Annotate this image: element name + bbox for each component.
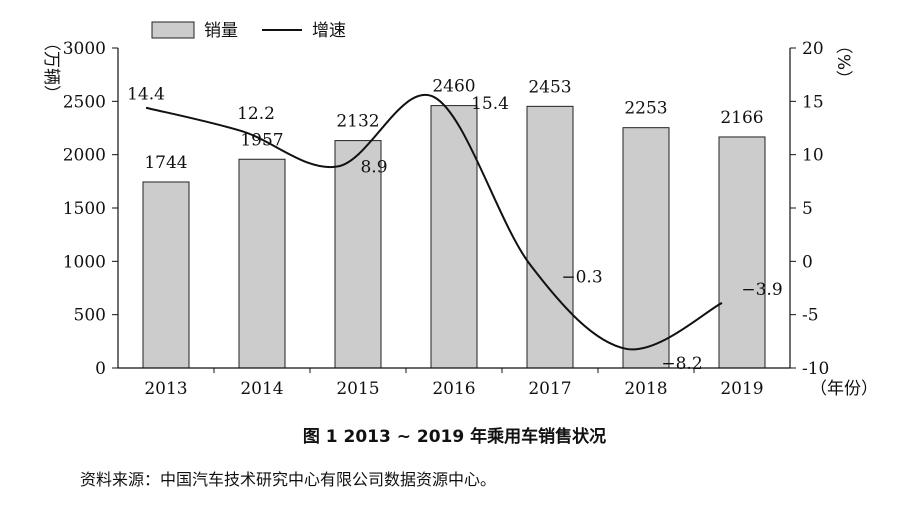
left-tick-label: 2500 (63, 92, 106, 112)
bar-value-label: 2132 (336, 112, 379, 132)
growth-rate-line (145, 93, 723, 351)
bar-2015 (334, 140, 382, 369)
left-tick-label: 1500 (63, 199, 106, 219)
x-tick-label: 2018 (624, 379, 667, 399)
bar-value-label: 2166 (720, 108, 763, 128)
bar-value-label: 2460 (432, 77, 475, 97)
bar-2019 (718, 136, 766, 369)
bar-2014 (238, 158, 286, 369)
left-tick-label: 1000 (63, 252, 106, 272)
bar-value-label: 1957 (240, 130, 283, 150)
data-source-note: 资料来源：中国汽车技术研究中心有限公司数据资源中心。 (80, 470, 497, 489)
line-value-label: 12.2 (237, 104, 275, 124)
legend-line-label: 增速 (312, 21, 346, 41)
line-value-label: −0.3 (561, 268, 602, 288)
line-value-label: 14.4 (127, 85, 165, 105)
right-tick-label: 0 (802, 252, 813, 272)
bar-2018 (622, 127, 670, 369)
chart: 0 500 1000 1500 2000 2500 3000 -10 -5 0 5 10 15 20 201… (41, 21, 878, 399)
right-tick-label: -10 (802, 359, 829, 379)
line-value-label: 15.4 (471, 94, 509, 114)
left-tick-label: 0 (95, 359, 106, 379)
figure-caption: 图 1 2013 ~ 2019 年乘用车销售状况 (302, 427, 607, 447)
right-tick-label: 5 (802, 199, 813, 219)
legend-bar-swatch (151, 21, 195, 39)
right-tick-label: 10 (802, 146, 824, 166)
bar-2013 (142, 181, 190, 369)
legend-bar-label: 销量 (204, 21, 238, 41)
line-value-label: 8.9 (360, 157, 387, 177)
left-tick-label: 2000 (63, 146, 106, 166)
bar-value-label: 2253 (624, 99, 667, 119)
right-axis-title: （%） (833, 37, 853, 87)
x-axis-title: （年份） (810, 379, 878, 399)
x-tick-label: 2013 (144, 379, 187, 399)
left-tick-label: 500 (74, 306, 106, 326)
bar-value-label: 2453 (528, 77, 571, 97)
right-tick-label: -5 (802, 306, 819, 326)
x-tick-label: 2015 (336, 379, 379, 399)
line-value-label: −3.9 (741, 280, 782, 300)
right-tick-label: 20 (802, 39, 824, 59)
x-tick-label: 2016 (432, 379, 475, 399)
bar-2017 (526, 105, 574, 369)
line-value-label: −8.2 (661, 354, 702, 374)
bar-2016 (430, 105, 478, 369)
right-tick-label: 15 (802, 92, 824, 112)
x-tick-label: 2019 (720, 379, 763, 399)
x-tick-label: 2017 (528, 379, 571, 399)
left-axis-title: （万辆） (41, 34, 61, 102)
x-tick-label: 2014 (240, 379, 283, 399)
left-tick-label: 3000 (63, 39, 106, 59)
bar-value-label: 1744 (144, 153, 187, 173)
